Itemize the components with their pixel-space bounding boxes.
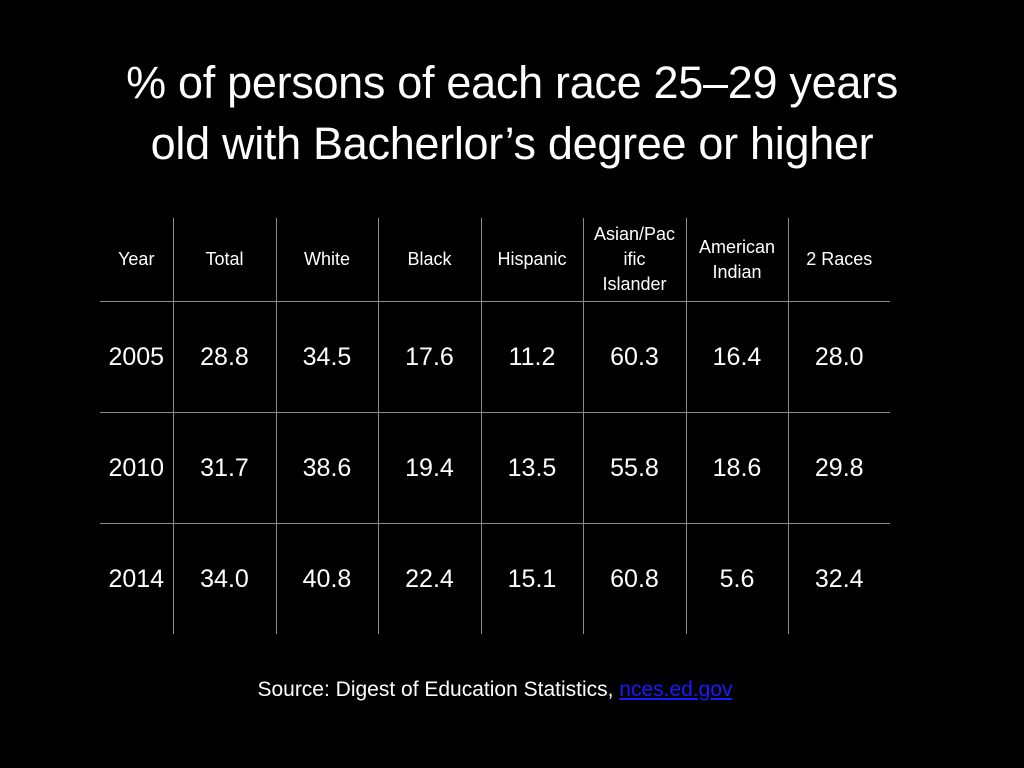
table-row: 2005 28.8 34.5 17.6 11.2 60.3 16.4 28.0 — [100, 301, 890, 413]
header-black: Black — [377, 218, 481, 302]
cell-year: 2005 — [100, 301, 173, 413]
header-asian-line-1: Asian/Pac — [593, 224, 676, 244]
header-two-races: 2 Races — [787, 218, 890, 302]
cell-white: 40.8 — [275, 523, 378, 634]
slide-title: % of persons of each race 25–29 years ol… — [40, 52, 984, 174]
cell-black: 17.6 — [377, 301, 481, 413]
cell-american-indian: 16.4 — [685, 301, 788, 413]
cell-total: 34.0 — [172, 523, 276, 634]
slide-title-line-1: % of persons of each race 25–29 years — [126, 57, 898, 108]
data-table: Year Total White Black Hispanic — [100, 218, 890, 634]
cell-asian-pacific-islander: 60.8 — [582, 523, 686, 634]
source-link[interactable]: nces.ed.gov — [619, 678, 733, 701]
source-prefix: Source: Digest of Education Statistics, — [257, 678, 620, 701]
cell-black: 19.4 — [377, 412, 481, 524]
cell-black: 22.4 — [377, 523, 481, 634]
header-two-races-text: 2 Races — [806, 249, 873, 269]
header-american-indian-line-1: American — [698, 236, 776, 257]
cell-two-races: 29.8 — [787, 412, 890, 524]
cell-hispanic: 11.2 — [480, 301, 583, 413]
cell-year: 2014 — [108, 564, 165, 593]
table-header-row: Year Total White Black Hispanic — [100, 218, 890, 302]
cell-hispanic: 13.5 — [480, 412, 583, 524]
data-table-container: Year Total White Black Hispanic — [100, 218, 890, 635]
cell-asian-pacific-islander: 55.8 — [582, 412, 686, 524]
cell-total: 31.7 — [172, 412, 276, 524]
cell-white: 38.6 — [275, 412, 378, 524]
cell-american-indian: 18.6 — [685, 412, 788, 524]
header-asian-line-2: ific — [623, 249, 646, 269]
header-asian-pacific-islander: Asian/Pac ific Islander — [582, 218, 686, 302]
header-american-indian: American Indian — [685, 218, 788, 302]
cell-hispanic: 15.1 — [480, 523, 583, 634]
header-american-indian-line-2: Indian — [712, 261, 762, 282]
header-year-text: Year — [118, 249, 155, 269]
cell-asian-pacific-islander: 60.3 — [582, 301, 686, 413]
header-white-text: White — [303, 249, 350, 269]
header-white: White — [275, 218, 378, 302]
cell-white: 34.5 — [275, 301, 378, 413]
cell-total: 28.8 — [172, 301, 276, 413]
header-hispanic-text: Hispanic — [497, 249, 567, 269]
cell-american-indian: 5.6 — [685, 523, 788, 634]
source-citation: Source: Digest of Education Statistics, … — [0, 676, 990, 704]
cell-two-races: 32.4 — [787, 523, 890, 634]
header-hispanic: Hispanic — [480, 218, 583, 302]
header-year: Year — [100, 218, 173, 302]
cell-year: 2010 — [100, 412, 173, 524]
table-row: 2014 34.0 40.8 22.4 15.1 60.8 5.6 32.4 — [100, 523, 890, 634]
header-asian-line-3: Islander — [602, 274, 667, 294]
header-total: Total — [172, 218, 276, 302]
header-black-text: Black — [407, 249, 452, 269]
slide-title-line-2: old with Bacherlor’s degree or higher — [150, 118, 874, 169]
header-total-text: Total — [205, 249, 244, 269]
table-row: 2010 31.7 38.6 19.4 13.5 55.8 18.6 29.8 — [100, 412, 890, 524]
cell-two-races: 28.0 — [787, 301, 890, 413]
